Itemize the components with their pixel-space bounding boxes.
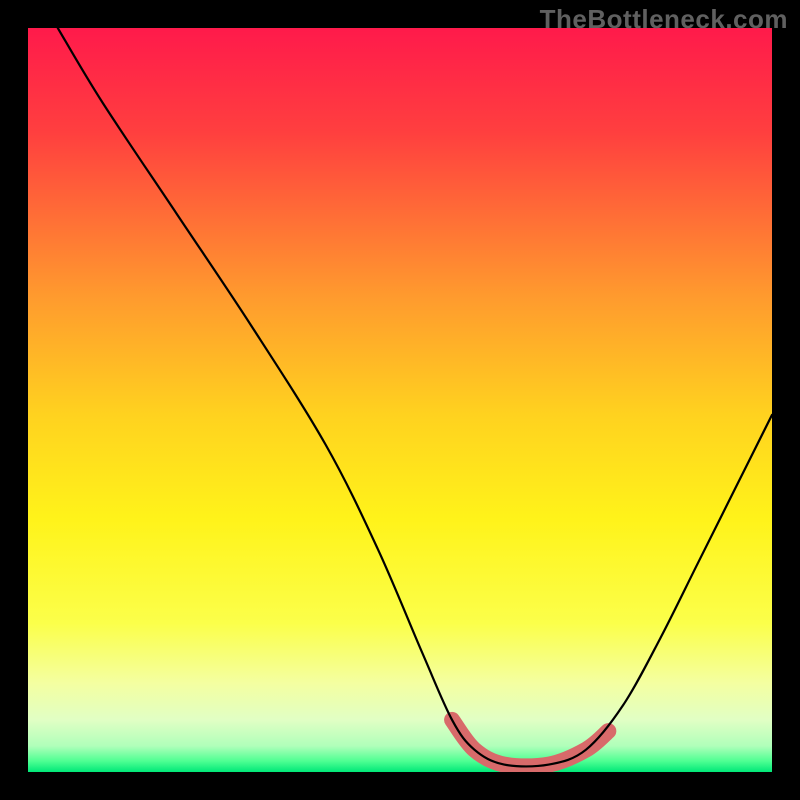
bottleneck-curve	[58, 28, 772, 766]
trough-marker	[452, 720, 608, 767]
plot-area	[28, 28, 772, 772]
watermark-text: TheBottleneck.com	[540, 4, 788, 35]
stage: TheBottleneck.com	[0, 0, 800, 800]
curve-layer	[28, 28, 772, 772]
